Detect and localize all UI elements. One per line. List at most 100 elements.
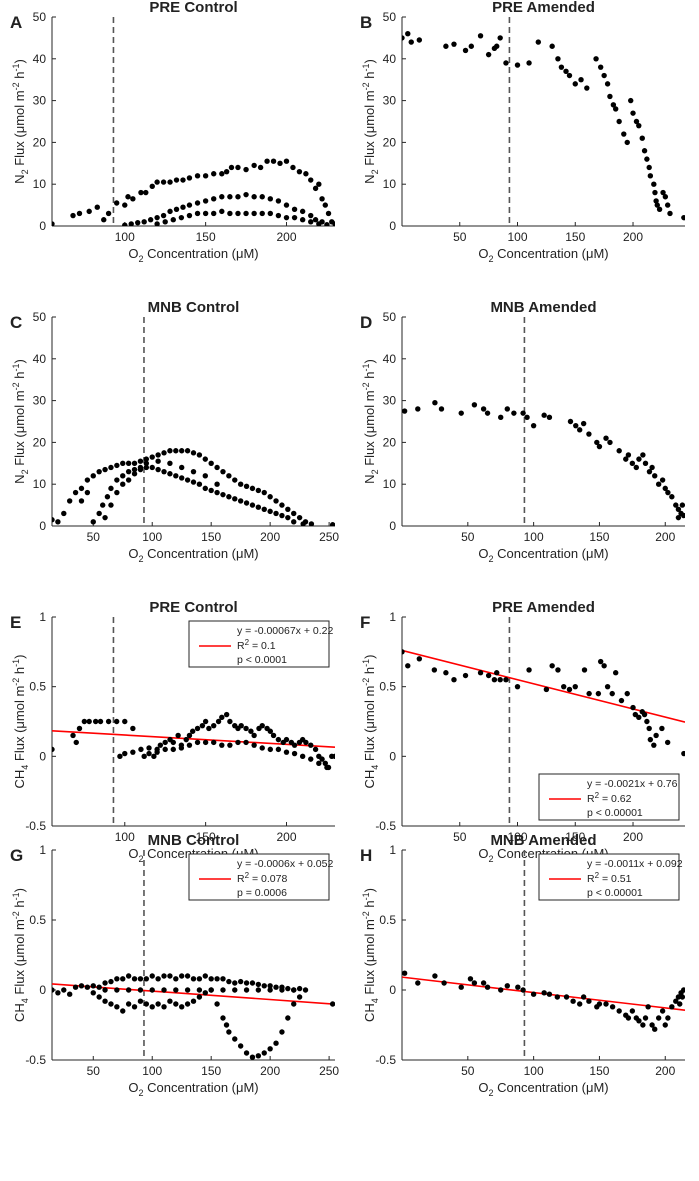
data-point (251, 162, 257, 169)
x-axis-label: O2 Concentration (μM) (128, 1080, 258, 1098)
data-point (235, 194, 241, 200)
data-point (675, 506, 682, 512)
data-point (102, 998, 108, 1004)
data-point (125, 987, 132, 993)
y-tick-label: 0 (389, 983, 396, 997)
data-point (170, 746, 176, 753)
data-point (138, 746, 144, 753)
y-axis-label: CH4 Flux (μmol m-2 h-1) (11, 888, 30, 1022)
data-point (161, 468, 167, 475)
data-point (484, 984, 491, 990)
data-point (66, 498, 73, 504)
data-point (52, 517, 55, 523)
data-point (211, 739, 217, 746)
data-point (226, 494, 232, 500)
y-tick-label: 0 (39, 749, 46, 763)
data-point (223, 1022, 230, 1028)
data-point (143, 464, 150, 471)
y-tick-label: 1 (39, 843, 46, 857)
data-point (308, 177, 314, 183)
data-point (220, 976, 226, 982)
legend-box (538, 853, 680, 901)
data-point (291, 510, 297, 517)
y-tick-label: 50 (383, 310, 397, 324)
panel-title: MNB Amended (490, 299, 596, 316)
x-tick-label: 200 (655, 530, 675, 544)
x-tick-label: 200 (623, 230, 643, 244)
data-point (211, 196, 217, 202)
x-tick-label: 200 (276, 230, 296, 244)
data-point (316, 221, 322, 226)
data-point (179, 475, 185, 481)
data-point (261, 983, 267, 989)
x-tick-label: 50 (453, 230, 467, 244)
data-point (190, 450, 197, 456)
data-point (137, 458, 144, 464)
panel-title: PRE Amended (492, 599, 595, 616)
data-point (135, 219, 141, 226)
x-axis-label: O2 Concentration (μM) (128, 546, 258, 564)
data-point (84, 489, 91, 496)
data-point (211, 210, 217, 217)
data-point (228, 164, 235, 171)
data-point (173, 177, 180, 183)
data-point (270, 158, 277, 164)
data-point (243, 739, 249, 746)
data-point (594, 439, 600, 446)
data-point (186, 175, 193, 181)
data-point (202, 210, 209, 217)
data-point (480, 406, 487, 412)
data-point (208, 487, 214, 494)
data-point (267, 987, 273, 993)
data-point (644, 156, 650, 162)
data-point (130, 725, 136, 732)
data-point (471, 980, 478, 986)
data-point (194, 200, 201, 206)
data-point (443, 670, 449, 676)
data-point (296, 994, 303, 1000)
data-point (179, 973, 185, 979)
data-point (92, 718, 99, 725)
data-point (251, 210, 257, 217)
data-point (283, 158, 290, 164)
data-point (629, 1008, 636, 1014)
data-point (155, 1001, 161, 1007)
data-point (161, 973, 167, 979)
data-point (636, 1018, 642, 1024)
data-point (462, 672, 469, 679)
data-point (601, 663, 607, 669)
data-point (451, 677, 457, 683)
x-tick-label: 200 (260, 530, 280, 544)
data-point (267, 728, 274, 734)
data-point (573, 422, 579, 429)
data-point (299, 753, 306, 760)
data-point (285, 506, 291, 512)
data-point (194, 739, 201, 746)
data-point (641, 711, 648, 718)
data-point (208, 987, 214, 993)
y-tick-label: 10 (383, 477, 397, 491)
data-point (679, 994, 685, 1000)
data-point (114, 987, 120, 993)
data-point (491, 677, 498, 683)
legend-r2: R2 = 0.51 (587, 871, 632, 885)
data-point (299, 208, 306, 215)
data-point (167, 208, 173, 215)
data-point (102, 980, 108, 986)
data-point (316, 760, 322, 766)
data-point (261, 506, 267, 512)
data-point (170, 739, 176, 746)
data-point (405, 31, 411, 37)
x-tick-label: 250 (319, 1064, 339, 1078)
data-point (86, 208, 92, 215)
data-point (90, 983, 96, 989)
y-axis-label: N2 Flux (μmol m-2 h-1) (361, 359, 380, 484)
data-point (138, 189, 144, 196)
data-point (184, 987, 191, 993)
data-point (131, 471, 138, 477)
data-point (255, 487, 262, 494)
data-point (279, 987, 285, 993)
data-point (143, 1001, 150, 1007)
data-point (219, 714, 225, 721)
y-axis-label: CH4 Flux (μmol m-2 h-1) (361, 654, 380, 788)
